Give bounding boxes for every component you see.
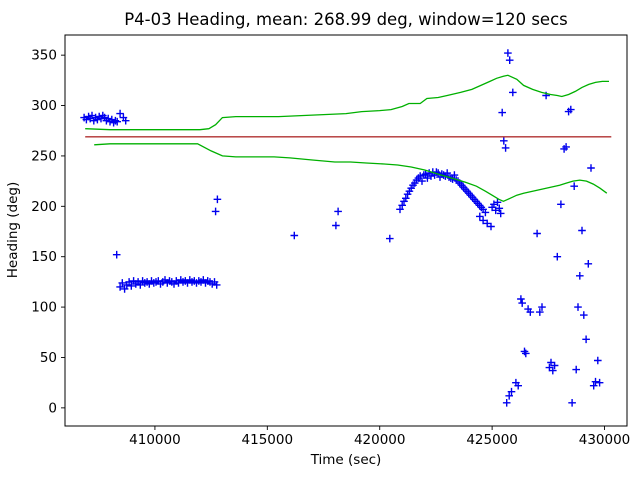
y-tick-label: 0	[48, 400, 57, 416]
x-tick-label: 420000	[354, 432, 406, 448]
y-axis-label: Heading (deg)	[5, 182, 21, 278]
y-tick-label: 200	[31, 199, 57, 215]
x-axis-label: Time (sec)	[310, 452, 382, 468]
x-tick-label: 430000	[579, 432, 631, 448]
x-tick-label: 410000	[129, 432, 181, 448]
x-tick-label: 425000	[466, 432, 518, 448]
heading-samples-markers	[80, 49, 604, 407]
y-tick-label: 350	[31, 48, 57, 64]
y-tick-label: 50	[40, 350, 57, 366]
y-tick-label: 100	[31, 300, 57, 316]
x-tick-label: 415000	[242, 432, 294, 448]
plot-frame	[64, 34, 628, 427]
chart-title: P4-03 Heading, mean: 268.99 deg, window=…	[124, 10, 568, 29]
lower-window-bound	[94, 143, 608, 203]
y-tick-label: 150	[31, 249, 57, 265]
y-tick-label: 250	[31, 148, 57, 164]
y-tick-label: 300	[31, 98, 57, 114]
upper-window-bound	[85, 74, 609, 131]
